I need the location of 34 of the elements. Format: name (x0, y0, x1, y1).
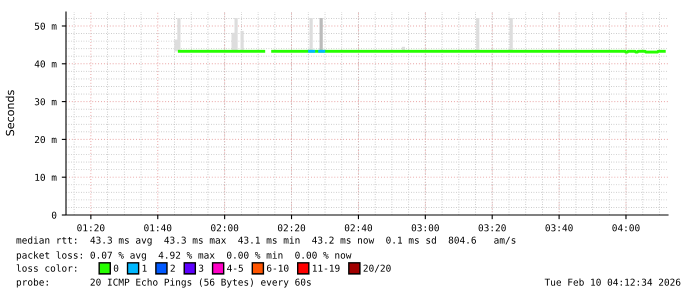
y-axis-title: Seconds (6, 90, 14, 136)
bar (310, 18, 313, 52)
x-tick-label: 03:40 (545, 224, 573, 232)
legend-title: loss color: (16, 264, 76, 272)
x-tick-label: 03:20 (478, 224, 506, 232)
x-tick-label: 04:00 (612, 224, 640, 232)
y-tick-label: 0 (52, 212, 56, 219)
legend-label: 0 (114, 264, 118, 272)
text: probe: 20 ICMP Echo Pings (56 Bytes) every 60s (16, 278, 311, 288)
y-tick-label: 10 m (35, 174, 57, 181)
legend-label: 4-5 (227, 264, 243, 272)
bar (177, 18, 180, 52)
y-tick-label: 50 m (34, 22, 57, 30)
x-tick-label: 01:20 (77, 224, 104, 232)
bar (476, 18, 480, 52)
y-tick-label: 20 m (34, 136, 57, 144)
legend-label: 6-10 (266, 264, 288, 272)
text: median rtt: 43.3 ms avg 43.3 ms max 43.1 ms min 43.2 ms now 0.1 ms sd 804.6 am/s (16, 236, 516, 246)
legend-label: 20/20 (364, 264, 391, 273)
x-tick-label: 02:40 (344, 224, 372, 232)
text: packet loss: 0.07 % avg 4.92 % max 0.00 % min 0.00 % now (16, 251, 352, 261)
x-tick-label: 02:20 (278, 224, 306, 232)
bar (234, 18, 238, 52)
y-tick-label: 30 m (34, 98, 57, 106)
y-tick-label: 40 m (34, 60, 57, 68)
x-tick-label: 01:40 (144, 224, 172, 232)
text: Tue Feb 10 04:12:34 2026 (544, 278, 680, 286)
legend-label: 11-19 (312, 264, 340, 272)
x-tick-label: 03:00 (412, 224, 439, 232)
legend-label: 3 (198, 264, 204, 272)
legend-label: 2 (170, 264, 175, 272)
x-tick-label: 02:00 (211, 224, 238, 232)
legend-label: 1 (142, 264, 147, 272)
bar (510, 18, 513, 52)
